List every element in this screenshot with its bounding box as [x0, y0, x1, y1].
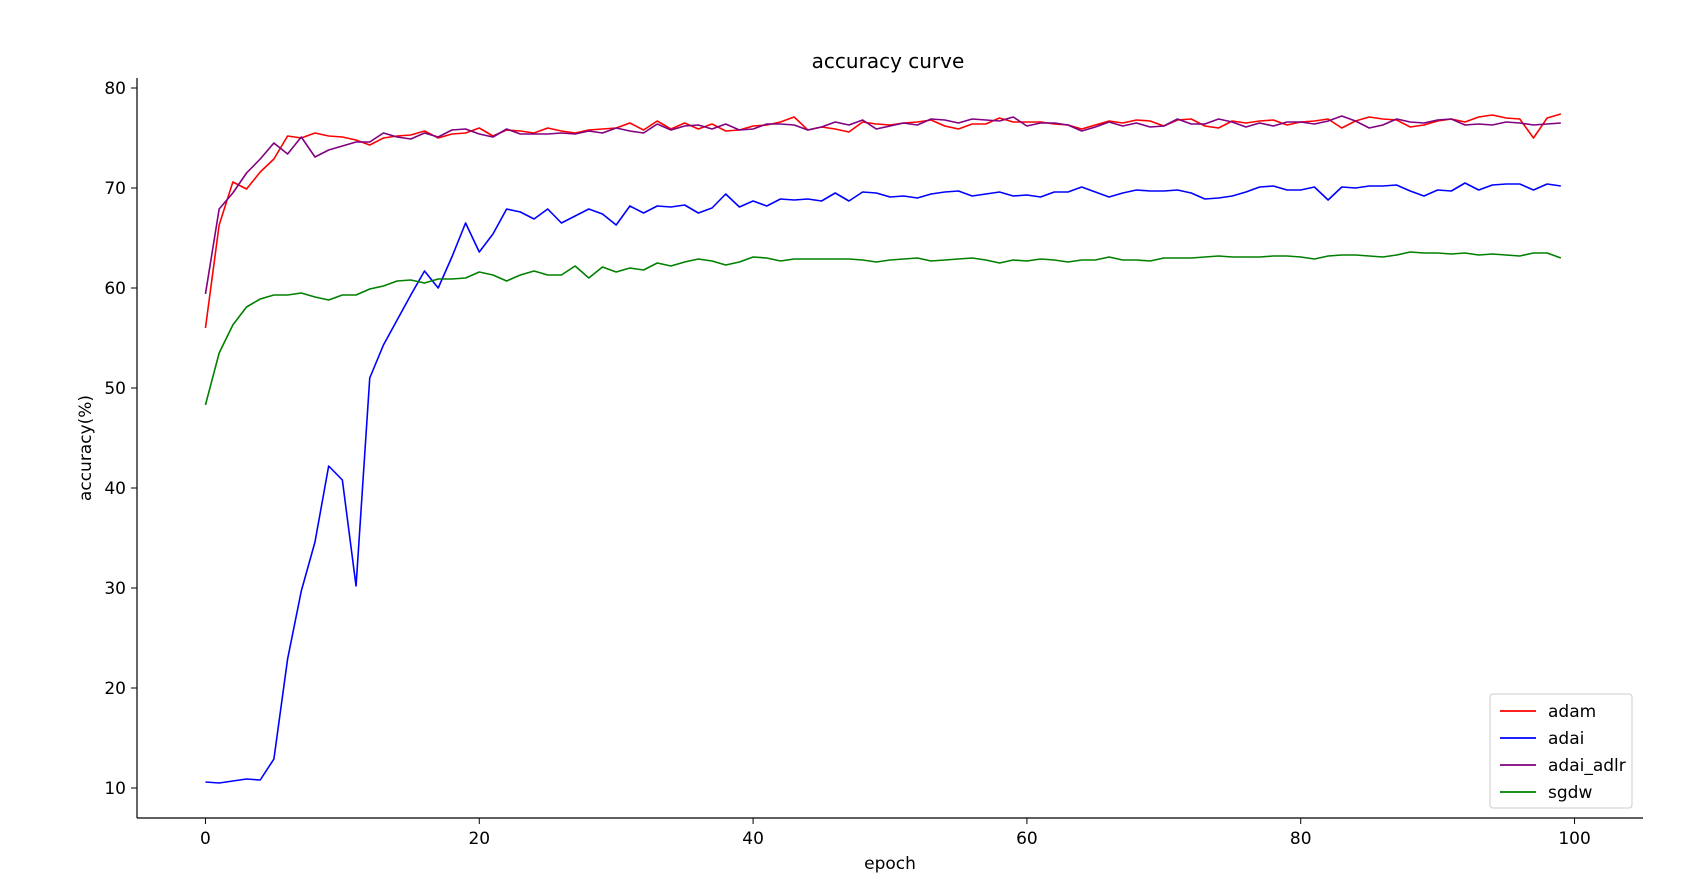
chart-title: accuracy curve: [812, 49, 965, 73]
y-ticks: 10 20 30 40 50 60 70 80: [104, 79, 137, 799]
y-tick-label: 30: [104, 579, 126, 599]
y-tick-label: 20: [104, 679, 126, 699]
y-tick-label: 40: [104, 479, 126, 499]
y-axis-label: accuracy(%): [76, 395, 96, 501]
y-tick-label: 80: [104, 79, 126, 99]
legend-label-adam: adam: [1548, 702, 1596, 722]
y-tick-label: 60: [104, 279, 126, 299]
x-tick-label: 40: [742, 829, 764, 849]
legend-label-adai: adai: [1548, 729, 1584, 749]
series-line-sgdw: [204, 251, 1562, 406]
y-tick-label: 50: [104, 379, 126, 399]
series-line-adai: [205, 182, 1561, 784]
y-tick-label: 10: [104, 779, 126, 799]
axes-layer: [136, 78, 1643, 819]
x-tick-label: 0: [200, 829, 211, 849]
legend-box: [1489, 693, 1633, 809]
series-line-adai_adlr: [204, 115, 1561, 295]
x-ticks: 0 20 40 60 80 100: [200, 818, 1591, 849]
x-tick-label: 80: [1290, 829, 1312, 849]
series-line-adam: [204, 113, 1562, 329]
legend-label-sgdw: sgdw: [1548, 783, 1592, 803]
legend-label-adai_adlr: adai_adlr: [1548, 756, 1626, 776]
x-tick-label: 100: [1558, 829, 1590, 849]
series-layer: [204, 113, 1562, 784]
y-tick-label: 70: [104, 179, 126, 199]
x-axis-label: epoch: [864, 854, 916, 873]
x-tick-label: 60: [1016, 829, 1038, 849]
x-tick-label: 20: [468, 829, 490, 849]
